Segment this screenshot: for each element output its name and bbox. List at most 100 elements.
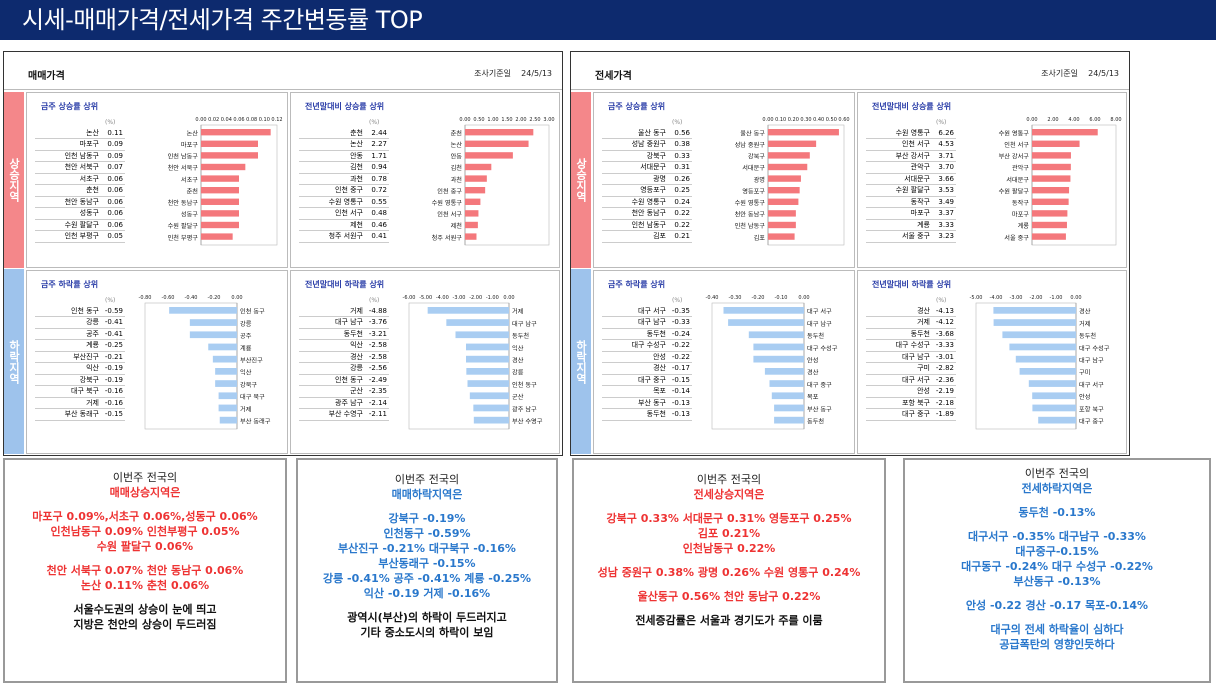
region-name: 과천 xyxy=(299,173,365,185)
tick-label: -0.20 xyxy=(208,295,221,301)
table-row: 인천 남동구 0.09 xyxy=(35,150,125,162)
tick-label: 6.00 xyxy=(1089,117,1100,123)
comment-line xyxy=(298,502,556,511)
comment-line xyxy=(5,554,285,563)
region-value: -4.88 xyxy=(365,305,389,317)
category-label: 거제 xyxy=(512,308,524,316)
comment-line: 이번주 전국의 xyxy=(112,471,178,484)
category-label: 광주 남구 xyxy=(512,405,537,413)
category-label: 인천 동구 xyxy=(240,308,265,316)
table-row: 마포구 3.37 xyxy=(866,207,956,220)
bar xyxy=(201,233,233,240)
region-name: 인천 중구 xyxy=(299,184,365,197)
region-name: 익산 xyxy=(299,339,365,352)
table-row: 공주 -0.41 xyxy=(35,328,125,340)
chart-panel: 전년말대비 하락률 상위 (%) 경산 -4.13 거제 -4.12 동두천 -3.68 대구 … xyxy=(857,270,1127,454)
bar xyxy=(768,221,796,229)
table-row: 성남 중원구 0.38 xyxy=(602,138,692,151)
category-label: 천안 서북구 xyxy=(168,164,199,172)
table-row: 대구 서구 -0.35 xyxy=(602,305,692,317)
region-value: 0.11 xyxy=(101,127,125,139)
bar xyxy=(768,198,799,205)
category-label: 동두천 xyxy=(1079,332,1096,340)
comment-line xyxy=(905,589,1209,598)
table-row: 천안 서북구 0.07 xyxy=(35,161,125,174)
region-value: -3.68 xyxy=(932,328,956,340)
comment-line: 대구동구 -0.24% 대구 수성구 -0.22% xyxy=(961,560,1153,573)
category-label: 동두천 xyxy=(512,332,529,340)
table-row: 안동 1.71 xyxy=(299,150,389,162)
comment-line: 대구중구-0.15% xyxy=(1015,545,1099,558)
category-label: 광명 xyxy=(754,176,765,184)
category-label: 성남 중원구 xyxy=(735,141,766,149)
category-label: 강북구 xyxy=(240,381,257,389)
table-row: 계룡 3.33 xyxy=(866,219,956,231)
table-row: 영등포구 0.25 xyxy=(602,184,692,197)
bar xyxy=(466,355,509,363)
region-name: 대구 서구 xyxy=(602,305,668,317)
ranking-table: 논산 0.11 마포구 0.09 인천 남동구 0.09 천안 서북구 0.07 서초구 0.06… xyxy=(35,127,125,243)
comment-line: 공급폭탄의 영향인듯하다 xyxy=(999,638,1115,651)
category-label: 대구 서구 xyxy=(1079,381,1104,389)
category-label: 관악구 xyxy=(1012,164,1029,172)
ranking-table: 울산 동구 0.56 성남 중원구 0.38 강북구 0.33 서대문구 0.31 광명 0.26… xyxy=(602,127,692,243)
comment-line xyxy=(574,502,884,511)
table-row: 강북구 -0.19 xyxy=(35,374,125,386)
region-name: 마포구 xyxy=(866,207,932,220)
table-row: 동두천 -0.24 xyxy=(602,328,692,340)
region-value: 0.06 xyxy=(101,207,125,220)
category-label: 인천 서구 xyxy=(1004,141,1029,149)
bar xyxy=(465,140,529,147)
table-row: 거제 -0.16 xyxy=(35,397,125,409)
region-name: 인천 서구 xyxy=(299,207,365,220)
region-name: 수원 영통구 xyxy=(866,127,932,139)
category-label: 인천 서구 xyxy=(437,211,462,219)
tick-label: -1.00 xyxy=(1050,295,1063,301)
tick-label: 4.00 xyxy=(1068,117,1079,123)
tick-label: 0.06 xyxy=(233,117,244,123)
bar xyxy=(723,307,804,314)
chart-title: 전년말대비 하락률 상위 xyxy=(872,280,952,289)
region-name: 울산 동구 xyxy=(602,127,668,139)
region-value: -2.18 xyxy=(932,397,956,409)
bar xyxy=(169,307,237,314)
category-label: 서대문구 xyxy=(1006,176,1029,184)
region-name: 제천 xyxy=(299,219,365,231)
category-label: 강릉 xyxy=(240,320,252,328)
unit-label: (%) xyxy=(369,297,380,304)
bar xyxy=(1032,404,1076,412)
bar xyxy=(465,175,487,182)
category-label: 안동 xyxy=(451,153,463,161)
category-label: 공주 xyxy=(240,333,252,340)
bar xyxy=(465,187,486,194)
region-value: 0.56 xyxy=(668,127,692,139)
tick-label: 0.04 xyxy=(221,117,232,123)
comment-line: 지방은 천안의 상승이 두드러짐 xyxy=(73,618,217,631)
tick-label: -1.00 xyxy=(486,295,499,301)
region-name: 천안 동남구 xyxy=(602,207,668,220)
region-value: -0.41 xyxy=(101,316,125,329)
tick-label: 1.00 xyxy=(487,117,498,123)
category-label: 대구 중구 xyxy=(807,381,832,389)
category-label: 강릉 xyxy=(512,369,524,377)
region-value: 0.26 xyxy=(668,173,692,185)
region-name: 목포 xyxy=(602,385,668,398)
bar xyxy=(1032,198,1069,205)
tick-label: 2.00 xyxy=(515,117,526,123)
bar xyxy=(1028,380,1076,387)
category-label: 울산 동구 xyxy=(740,129,765,137)
category-label: 수원 팔달구 xyxy=(168,222,199,230)
region-name: 대구 남구 xyxy=(299,316,365,329)
chart-title: 전년말대비 하락률 상위 xyxy=(305,280,385,289)
table-row: 논산 0.11 xyxy=(35,127,125,139)
tick-label: 0.00 xyxy=(762,117,773,123)
chart-panel: 전년말대비 하락률 상위 (%) 거제 -4.88 대구 남구 -3.76 동두천 -3.21… xyxy=(290,270,560,454)
tick-label: 0.40 xyxy=(813,117,824,123)
bar xyxy=(465,221,478,229)
region-name: 동두천 xyxy=(602,408,668,421)
comment-line: 매매하락지역은 xyxy=(391,488,463,501)
bar xyxy=(1019,368,1076,375)
bar xyxy=(774,416,804,424)
table-row: 울산 동구 0.56 xyxy=(602,127,692,139)
